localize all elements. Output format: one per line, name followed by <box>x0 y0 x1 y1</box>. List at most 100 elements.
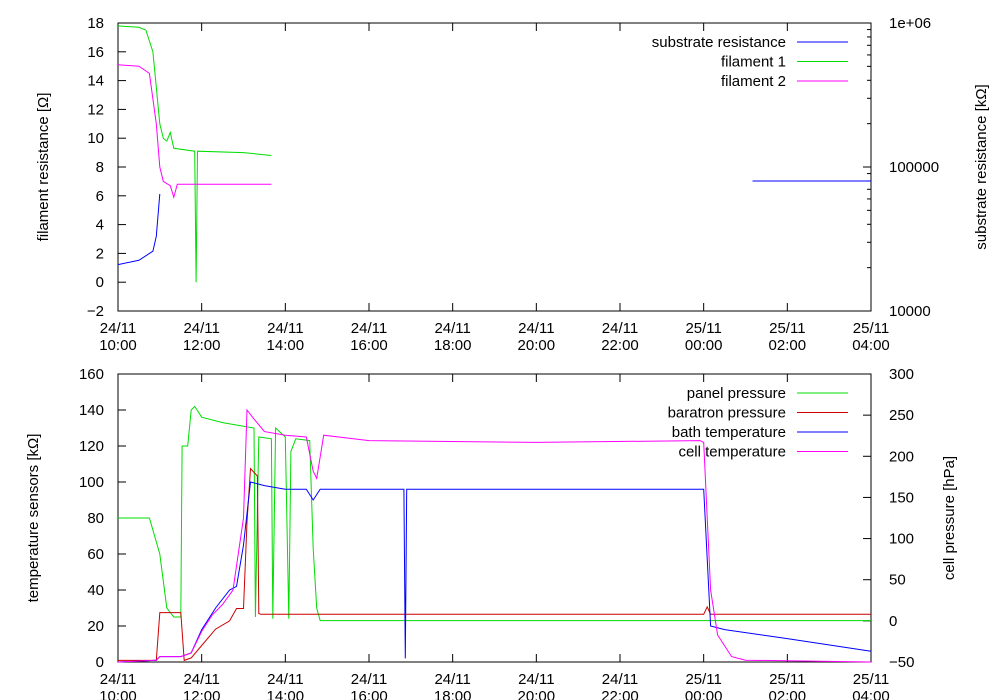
x-tick-date: 24/11 <box>267 320 303 337</box>
y2-axis-label: substrate resistance [kΩ] <box>973 84 990 249</box>
x-tick-date: 25/11 <box>853 320 889 337</box>
y2-tick-label: 100 <box>889 531 914 548</box>
x-tick-label: 24/11 14:00 <box>267 671 305 700</box>
y-tick-label: 8 <box>96 159 104 176</box>
x-tick-date: 24/11 <box>100 320 136 337</box>
y-tick-label: 6 <box>96 188 104 205</box>
x-tick-label: 24/11 12:00 <box>183 671 221 700</box>
y-tick-label: 80 <box>87 510 104 527</box>
x-tick-label: 25/11 00:00 <box>685 320 723 354</box>
x-tick-label: 24/11 20:00 <box>518 671 556 700</box>
x-tick-label: 24/11 22:00 <box>601 320 639 354</box>
x-tick-time: 04:00 <box>852 688 890 700</box>
x-tick-label: 25/11 02:00 <box>769 320 807 354</box>
x-tick-label: 25/11 02:00 <box>769 671 807 700</box>
y-tick-label: 100 <box>79 474 104 491</box>
y2-axis-label: cell pressure [hPa] <box>941 456 958 580</box>
x-tick-date: 24/11 <box>434 671 470 688</box>
x-tick-date: 24/11 <box>434 320 470 337</box>
x-tick-label: 25/11 04:00 <box>852 320 890 354</box>
x-tick-time: 22:00 <box>601 337 639 354</box>
x-tick-date: 24/11 <box>518 320 554 337</box>
x-tick-label: 24/11 12:00 <box>183 320 221 354</box>
x-tick-date: 24/11 <box>602 320 638 337</box>
y2-tick-label: −50 <box>889 654 914 671</box>
x-tick-label: 24/11 10:00 <box>99 320 137 354</box>
legend-label: baratron pressure <box>668 405 786 422</box>
legend-label: substrate resistance <box>652 34 786 51</box>
y2-tick-label: 150 <box>889 489 914 506</box>
y2-tick-label: 200 <box>889 448 914 465</box>
series-line-panel-pressure <box>118 405 871 622</box>
y-tick-label: 16 <box>87 44 104 61</box>
y-tick-label: 160 <box>79 366 104 383</box>
x-tick-date: 24/11 <box>183 671 219 688</box>
y2-tick-label: 100000 <box>889 159 939 176</box>
y-tick-label: 12 <box>87 101 104 118</box>
x-tick-time: 04:00 <box>852 337 890 354</box>
y-tick-label: 60 <box>87 546 104 563</box>
series-line-baratron-pressure <box>118 467 871 662</box>
x-tick-date: 25/11 <box>769 671 805 688</box>
legend-label: filament 1 <box>721 54 786 71</box>
y-tick-label: 120 <box>79 438 104 455</box>
series-line-filament-1 <box>117 25 272 283</box>
y-tick-label: 0 <box>96 274 104 291</box>
legend-label: panel pressure <box>687 385 786 402</box>
x-tick-time: 00:00 <box>685 688 723 700</box>
x-tick-label: 25/11 04:00 <box>852 671 890 700</box>
series-line-cell-temperature <box>117 408 872 663</box>
x-tick-label: 24/11 18:00 <box>434 671 472 700</box>
x-tick-time: 18:00 <box>434 688 472 700</box>
legend-label: filament 2 <box>721 73 786 90</box>
series-line-substrate-resistance <box>117 193 161 266</box>
x-tick-time: 12:00 <box>183 688 221 700</box>
y-tick-label: −2 <box>87 303 104 320</box>
x-tick-time: 14:00 <box>267 688 305 700</box>
x-tick-time: 02:00 <box>769 688 807 700</box>
series-line-filament-2 <box>117 64 272 200</box>
x-tick-date: 24/11 <box>267 671 303 688</box>
y-axis-label: filament resistance [Ω] <box>35 93 52 242</box>
y-tick-label: 10 <box>87 130 104 147</box>
x-tick-time: 20:00 <box>518 337 556 354</box>
x-tick-time: 16:00 <box>350 337 388 354</box>
x-tick-time: 10:00 <box>99 688 137 700</box>
x-tick-time: 02:00 <box>769 337 807 354</box>
x-tick-time: 14:00 <box>267 337 305 354</box>
y2-tick-label: 300 <box>889 366 914 383</box>
series-line-bath-temperature <box>117 481 872 663</box>
y2-tick-label: 0 <box>889 613 897 630</box>
y2-tick-label: 50 <box>889 572 906 589</box>
x-tick-date: 24/11 <box>183 320 219 337</box>
x-tick-label: 24/11 14:00 <box>267 320 305 354</box>
x-tick-date: 24/11 <box>351 671 387 688</box>
y2-tick-label: 250 <box>889 407 914 424</box>
x-tick-time: 00:00 <box>685 337 723 354</box>
y-tick-label: 40 <box>87 582 104 599</box>
y-tick-label: 14 <box>87 73 104 90</box>
y-tick-label: 20 <box>87 618 104 635</box>
x-tick-time: 10:00 <box>99 337 137 354</box>
legend-label: bath temperature <box>672 424 786 441</box>
x-tick-time: 18:00 <box>434 337 472 354</box>
legend-label: cell temperature <box>678 444 786 461</box>
x-tick-date: 24/11 <box>100 671 136 688</box>
y-tick-label: 18 <box>87 15 104 32</box>
x-tick-date: 25/11 <box>853 671 889 688</box>
x-tick-label: 25/11 00:00 <box>685 671 723 700</box>
y2-tick-label: 10000 <box>889 303 931 320</box>
x-tick-date: 24/11 <box>518 671 554 688</box>
x-tick-date: 25/11 <box>685 671 721 688</box>
x-tick-date: 24/11 <box>351 320 387 337</box>
y-tick-label: 4 <box>96 217 104 234</box>
x-tick-time: 20:00 <box>518 688 556 700</box>
x-tick-date: 25/11 <box>769 320 805 337</box>
y-tick-label: 2 <box>96 245 104 262</box>
x-tick-label: 24/11 22:00 <box>601 671 639 700</box>
x-tick-label: 24/11 16:00 <box>350 320 388 354</box>
x-tick-time: 16:00 <box>350 688 388 700</box>
